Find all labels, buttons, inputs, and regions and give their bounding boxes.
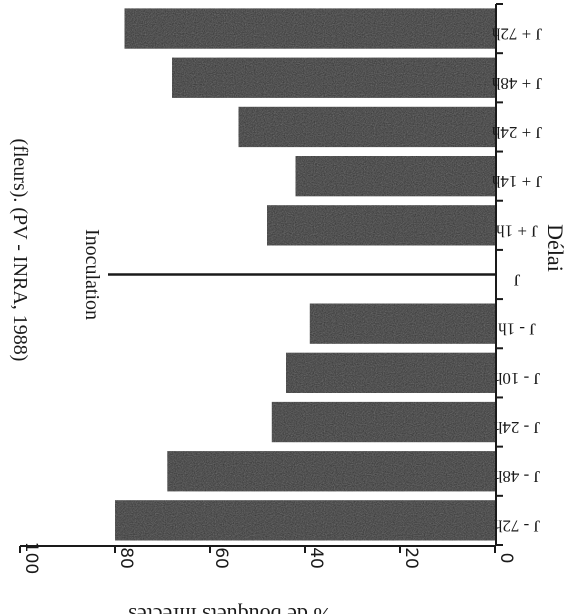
category-label-j-24h: J - 24h xyxy=(493,418,540,437)
category-label-j-48h: J - 48h xyxy=(493,467,540,486)
category-label-j+72h: J + 72h xyxy=(491,25,542,44)
value-tick-label-20: 20 xyxy=(401,547,421,569)
value-tick-label-0: 0 xyxy=(496,553,516,564)
x-axis-label: Délai xyxy=(543,224,568,272)
category-label-j+24h: J + 24h xyxy=(491,123,542,142)
value-tick-label-80: 80 xyxy=(116,547,136,569)
bar-j-1h xyxy=(309,303,496,344)
bar-j-24h xyxy=(271,401,496,443)
category-label-j+48h: J + 48h xyxy=(491,74,542,93)
value-tick-label-60: 60 xyxy=(211,547,231,569)
annotation-group: Inoculation xyxy=(81,229,495,320)
category-label-j-10h: J - 10h xyxy=(493,369,540,388)
category-label-j+14h: J + 14h xyxy=(491,172,542,191)
bar-j-48h xyxy=(167,451,496,492)
bar-j+48h xyxy=(172,57,495,98)
y-axis: 0 20 40 60 80 100 xyxy=(19,542,516,574)
value-tick-label-40: 40 xyxy=(306,547,326,569)
y-axis-label: % de bouquets infectés xyxy=(128,603,331,614)
inoculation-annotation: Inoculation xyxy=(81,229,103,320)
bars-group xyxy=(115,8,496,541)
category-label-j-72h: J - 72h xyxy=(493,516,540,535)
category-label-j+1h: J + 1h xyxy=(496,221,538,240)
value-tick-label-100: 100 xyxy=(21,542,41,574)
category-label-j: J xyxy=(513,271,520,290)
bar-j-10h xyxy=(286,352,495,393)
bar-j+14h xyxy=(295,156,495,197)
bar-j+24h xyxy=(238,106,495,148)
bar-j+72h xyxy=(124,8,495,49)
bar-j-72h xyxy=(115,500,495,541)
x-axis: J - 72h J - 48h J - 24h J - 10h J - 1h J J + 1… xyxy=(491,3,542,546)
category-label-j-1h: J - 1h xyxy=(498,320,536,339)
bar-j+1h xyxy=(267,205,495,246)
chart-title: (fleurs). (PV - INRA, 1988) xyxy=(9,139,31,362)
